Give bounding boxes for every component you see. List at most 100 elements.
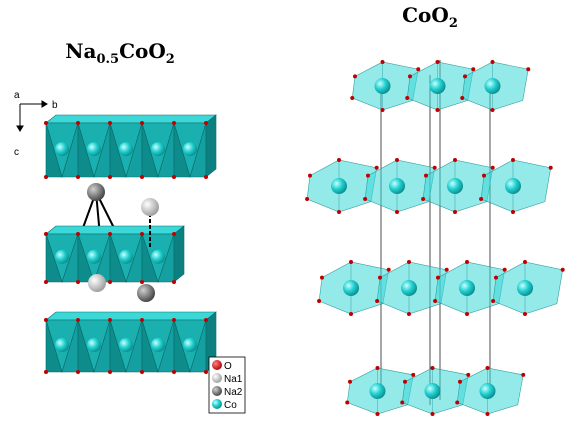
oxygen-atom [435, 60, 440, 64]
oxygen-atom [140, 175, 144, 179]
legend-swatch [212, 373, 222, 383]
layer-top [45, 225, 185, 235]
oxygen-atom [430, 412, 435, 416]
octahedron-face [141, 122, 159, 178]
cobalt-atom [369, 383, 386, 399]
axis-label: a [14, 90, 20, 101]
oxygen-atom [76, 318, 80, 322]
na1-atom [88, 274, 106, 292]
oxygen-atom [430, 366, 435, 370]
oxygen-atom [395, 210, 399, 214]
axis-label: c [14, 147, 19, 158]
oxygen-atom [108, 232, 112, 236]
oxygen-atom [337, 210, 341, 214]
oxygen-atom [44, 232, 48, 236]
oxygen-atom [560, 267, 565, 272]
octahedron-face [45, 319, 63, 373]
octahedron-face [45, 233, 63, 283]
cobalt-atom [183, 338, 197, 352]
title-part: CoO [402, 3, 449, 27]
oxygen-atom [485, 412, 490, 416]
oxygen-atom [375, 366, 380, 370]
cobalt-atom [55, 338, 69, 352]
oxygen-atom [502, 267, 507, 272]
oxygen-atom [204, 318, 208, 322]
octahedron-face [109, 122, 127, 178]
oxygen-atom [408, 74, 412, 79]
oxygen-atom [76, 370, 80, 374]
oxygen-atom [479, 197, 484, 201]
oxygen-atom [490, 165, 495, 170]
oxygen-atom [405, 96, 410, 100]
oxygen-atom [490, 108, 495, 112]
oxygen-atom [407, 312, 411, 316]
title-part: CoO [119, 39, 166, 63]
cobalt-atom [459, 280, 475, 296]
oxygen-atom [466, 372, 471, 377]
oxygen-atom [526, 67, 531, 72]
oxygen-atom [521, 372, 526, 377]
oxygen-atom [108, 175, 112, 179]
legend-swatch [212, 386, 222, 396]
oxygen-atom [433, 299, 438, 303]
oxygen-atom [491, 299, 496, 303]
title-subscript: 2 [166, 52, 175, 67]
oxygen-atom [172, 121, 176, 125]
cobalt-atom [401, 280, 417, 296]
na2-atom [137, 284, 155, 302]
oxygen-atom [44, 370, 48, 374]
oxygen-atom [494, 275, 498, 280]
oxygen-atom [44, 280, 48, 284]
octahedron-face [173, 122, 191, 178]
oxygen-atom [108, 121, 112, 125]
na2-atom [87, 183, 105, 201]
legend-swatch [212, 399, 222, 409]
cobalt-atom [55, 249, 69, 264]
left-title: Na0.5CoO2 [65, 39, 175, 67]
cobalt-atom [479, 383, 496, 399]
oxygen-atom [44, 318, 48, 322]
cobalt-atom [151, 142, 165, 157]
oxygen-atom [204, 121, 208, 125]
oxygen-atom [400, 400, 405, 405]
oxygen-atom [353, 74, 357, 79]
oxygen-atom [424, 173, 428, 178]
oxygen-atom [436, 275, 440, 280]
oxygen-atom [416, 67, 421, 72]
cobalt-atom [87, 338, 101, 352]
oxygen-atom [317, 299, 322, 303]
oxygen-atom [453, 210, 457, 214]
cobalt-atom [87, 249, 101, 264]
oxygen-atom [490, 60, 495, 64]
oxygen-atom [348, 379, 352, 384]
cobalt-atom [119, 142, 133, 157]
oxygen-atom [140, 232, 144, 236]
oxygen-atom [44, 121, 48, 125]
cobalt-atom [119, 338, 133, 352]
right-structure [305, 60, 565, 416]
oxygen-atom [395, 158, 399, 162]
arrow-head [16, 125, 24, 132]
legend-label: Na2 [224, 387, 243, 398]
oxygen-atom [465, 260, 469, 264]
octahedron-face [141, 233, 159, 283]
oxygen-atom [349, 260, 353, 264]
oxygen-atom [108, 370, 112, 374]
oxygen-atom [76, 121, 80, 125]
oxygen-atom [320, 275, 324, 280]
oxygen-atom [380, 60, 385, 64]
layer-side [205, 114, 217, 178]
oxygen-atom [345, 400, 350, 405]
oxygen-atom [308, 173, 312, 178]
oxygen-atom [548, 165, 553, 170]
oxygen-atom [140, 280, 144, 284]
oxygen-atom [511, 158, 515, 162]
octahedron-face [77, 319, 95, 373]
cobalt-atom [505, 178, 521, 194]
legend-swatch [212, 360, 222, 370]
octahedron-face [173, 319, 191, 373]
oxygen-atom [76, 232, 80, 236]
oxygen-atom [386, 267, 391, 272]
cobalt-atom [55, 142, 69, 157]
oxygen-atom [305, 197, 310, 201]
